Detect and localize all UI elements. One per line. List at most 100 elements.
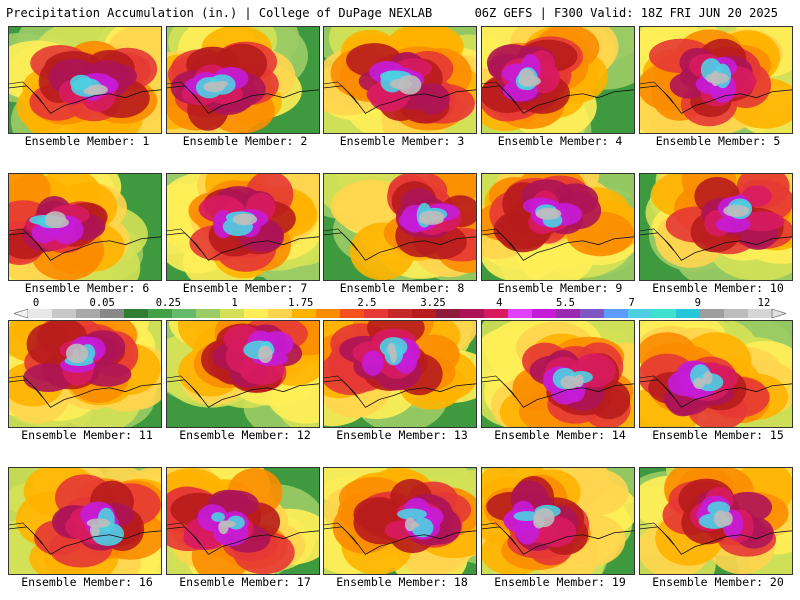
colorbar-swatch [124,309,149,318]
colorbar-tick-label: 3.25 [420,297,446,309]
colorbar-swatch [508,309,533,318]
colorbar-strip [14,308,786,319]
precip-contour [397,508,427,520]
precip-map [323,173,477,281]
colorbar-swatch [412,309,437,318]
colorbar-swatch [460,309,485,318]
ensemble-member-label: Ensemble Member: 19 [494,575,626,589]
precip-contour [535,207,562,220]
precip-contour [26,323,69,365]
colorbar-tick-label: 9 [694,297,701,309]
state-border [482,522,516,545]
ensemble-member-label: Ensemble Member: 12 [179,428,311,442]
precip-contour [574,374,584,388]
state-border [482,375,516,398]
precip-field [9,321,161,427]
precip-map [8,320,162,428]
precip-contour [703,371,713,385]
colorbar-swatch [388,309,413,318]
precip-contour [389,78,412,90]
ensemble-member-label: Ensemble Member: 3 [339,134,465,148]
precip-contour [560,375,580,390]
ensemble-member-label: Ensemble Member: 15 [652,428,784,442]
precip-contour [45,216,69,229]
precip-field [167,321,319,427]
ensemble-member-label: Ensemble Member: 7 [182,281,308,295]
precip-contour [218,520,229,535]
colorbar: 0 0.05 0.25 1 1.75 2.5 3.25 4 5.5 7 9 12 [14,297,786,319]
colorbar-swatch [172,309,197,318]
precip-field [640,174,792,280]
state-border [324,375,358,398]
state-border [482,81,516,104]
colorbar-tick-label: 0 [32,297,40,309]
colorbar-swatch [724,309,749,318]
precip-field [482,468,634,574]
precip-map [481,467,635,575]
colorbar-swatch [484,309,509,318]
ensemble-member-label: Ensemble Member: 14 [494,428,626,442]
precip-map [481,320,635,428]
state-border [640,81,674,104]
precip-field [167,174,319,280]
state-border [167,228,201,251]
state-border [640,228,674,251]
colorbar-swatch [748,309,773,318]
colorbar-swatch [76,309,101,318]
colorbar-swatch [364,309,389,318]
precip-contour [513,511,541,521]
colorbar-swatch [220,309,245,318]
precip-contour [739,211,785,232]
precip-field [324,27,476,133]
precip-map [323,320,477,428]
colorbar-tick-label: 0.05 [89,297,115,309]
ensemble-member-label: Ensemble Member: 17 [179,575,311,589]
ensemble-member-label: Ensemble Member: 20 [652,575,784,589]
precip-map [166,467,320,575]
colorbar-swatch [700,309,725,318]
precip-contour [723,204,750,217]
precip-contour [533,514,545,529]
precip-map [8,173,162,281]
colorbar-tick-label: 0.25 [155,297,182,309]
precip-contour [91,522,125,546]
colorbar-swatch [652,309,677,318]
colorbar-tick-label: 12 [757,297,771,309]
ensemble-member-label: Ensemble Member: 16 [21,575,153,589]
colorbar-swatch [340,309,365,318]
precip-field [9,468,161,574]
colorbar-tick-label: 1 [231,297,238,309]
precip-map [639,467,793,575]
colorbar-tick-label: 5.5 [555,297,575,309]
model-valid-time: 06Z GEFS | F300 Valid: 18Z FRI JUN 20 20… [474,6,778,20]
precip-field [324,468,476,574]
precip-map [639,173,793,281]
precip-map [166,173,320,281]
colorbar-swatch [436,309,461,318]
state-border [640,522,674,545]
precip-contour [362,350,384,376]
state-border [167,375,201,398]
state-border [324,522,358,545]
precip-contour [89,523,100,537]
precip-contour [720,511,733,526]
precip-field [640,321,792,427]
state-border [167,81,201,104]
precip-contour [82,361,132,387]
state-border [482,228,516,251]
precip-contour [211,512,225,522]
state-border [167,522,201,545]
colorbar-swatch [556,309,581,318]
ensemble-member-label: Ensemble Member: 10 [652,281,784,295]
precip-contour [705,72,730,84]
state-border [324,81,358,104]
precip-field [640,468,792,574]
ensemble-member-label: Ensemble Member: 5 [655,134,781,148]
ensemble-member-label: Ensemble Member: 1 [24,134,150,148]
precip-map [323,467,477,575]
precip-map [8,467,162,575]
precip-contour [419,210,445,223]
precip-contour [203,81,225,93]
precip-map [323,26,477,134]
precip-field [324,174,476,280]
